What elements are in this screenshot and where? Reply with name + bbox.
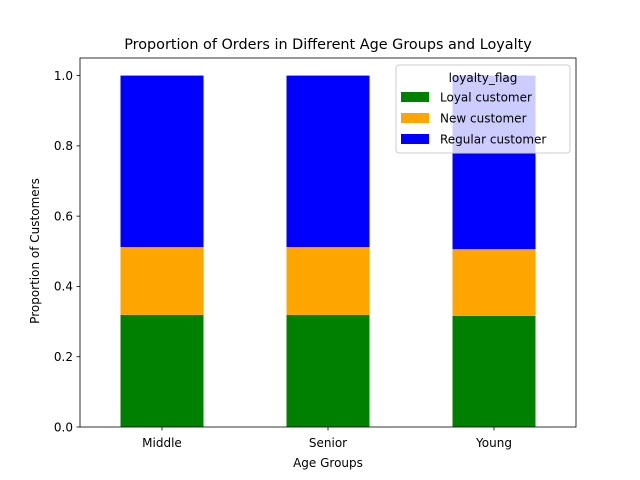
- chart-title: Proportion of Orders in Different Age Gr…: [124, 37, 532, 53]
- legend-frame: [395, 64, 571, 154]
- bar-middle-regular-customer: [120, 75, 204, 248]
- y-tick-label: 0.0: [54, 420, 73, 434]
- bar-middle-new-customer: [120, 247, 204, 315]
- bar-young-loyal-customer: [452, 315, 536, 427]
- legend-label-new-customer: New customer: [440, 112, 527, 126]
- bar-middle-loyal-customer: [120, 314, 204, 427]
- y-tick-label: 0.8: [54, 139, 73, 153]
- x-tick-label: Young: [475, 436, 512, 450]
- bar-senior-regular-customer: [286, 75, 370, 248]
- legend-swatch-loyal-customer: [401, 92, 429, 102]
- x-tick-label: Middle: [142, 436, 182, 450]
- y-tick-label: 0.6: [54, 209, 73, 223]
- ticks-group: 0.0 0.2 0.4 0.6 0.8 1.0 Middle Senior Young: [54, 69, 512, 450]
- legend-label-regular-customer: Regular customer: [440, 133, 546, 147]
- legend-swatch-regular-customer: [401, 134, 429, 144]
- bar-senior-loyal-customer: [286, 314, 370, 427]
- x-tick-label: Senior: [309, 436, 347, 450]
- y-tick-label: 0.2: [54, 350, 73, 364]
- bar-young-new-customer: [452, 249, 536, 316]
- legend-label-loyal-customer: Loyal customer: [440, 91, 532, 105]
- bar-senior-new-customer: [286, 247, 370, 315]
- legend-title: loyalty_flag: [449, 71, 518, 85]
- x-axis-label: Age Groups: [293, 456, 363, 470]
- legend-swatch-new-customer: [401, 113, 429, 123]
- y-tick-label: 0.4: [54, 280, 73, 294]
- legend: loyalty_flag Loyal customer New customer R…: [395, 64, 571, 154]
- legend-items: Loyal customer New customer Regular custom…: [401, 91, 546, 147]
- y-tick-label: 1.0: [54, 69, 73, 83]
- y-axis-label: Proportion of Customers: [28, 178, 42, 324]
